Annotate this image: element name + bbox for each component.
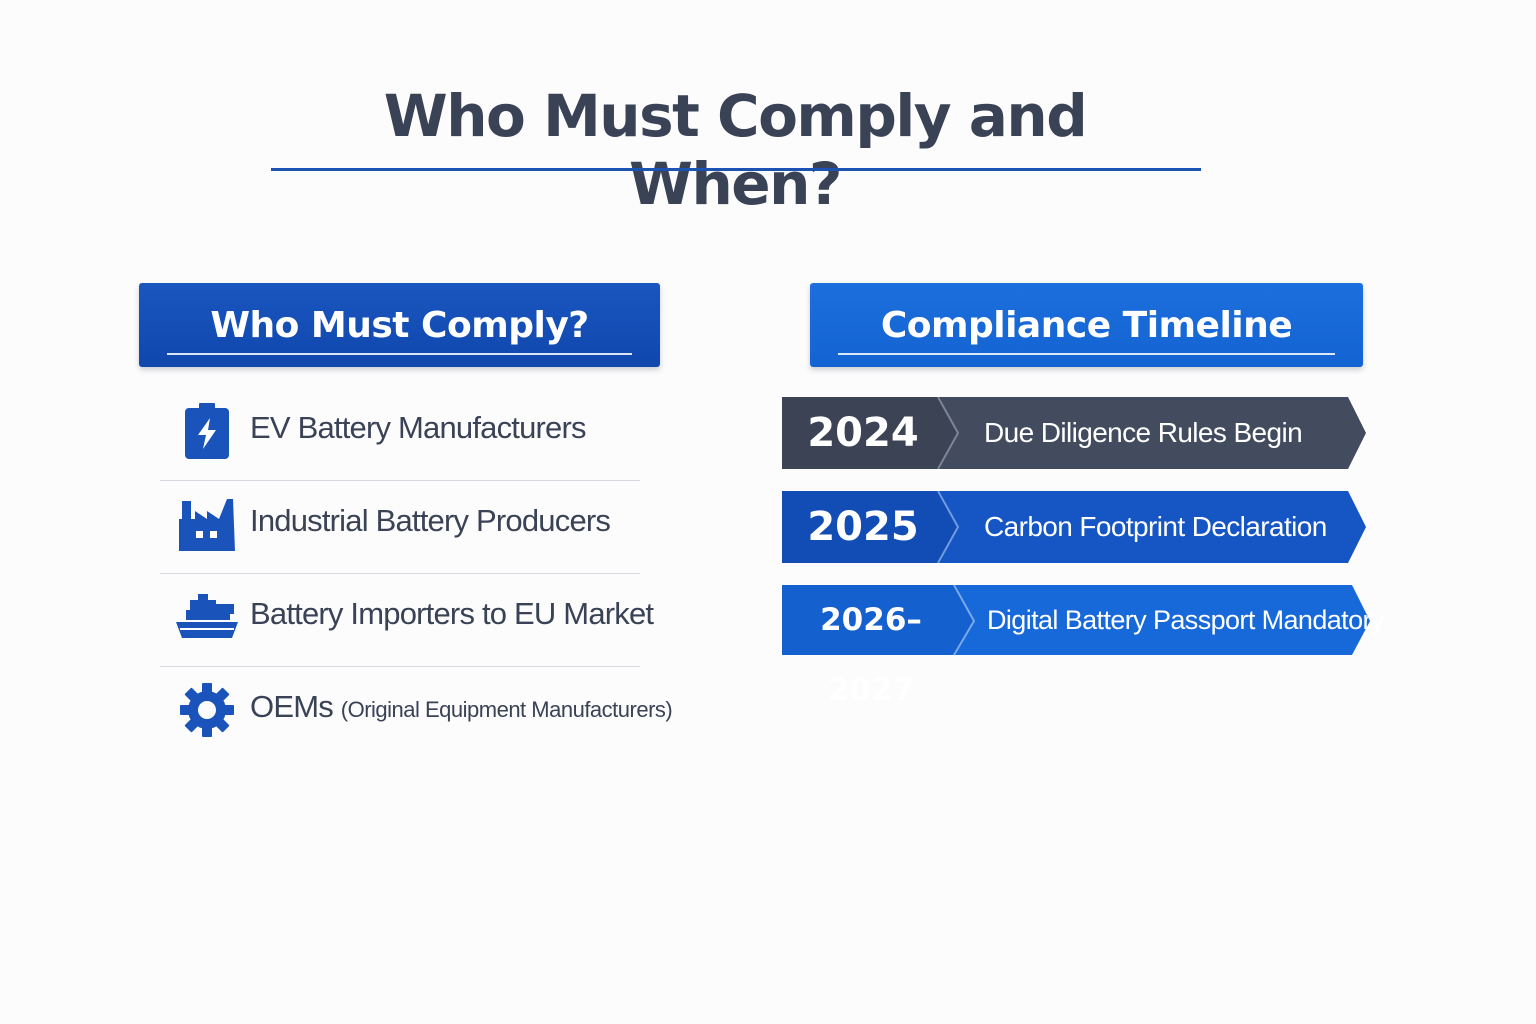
list-item-label: EV Battery Manufacturers (250, 410, 587, 445)
header-underline (838, 353, 1335, 355)
timeline-row: 2024 Due Diligence Rules Begin (782, 397, 1372, 469)
title-underline (271, 168, 1201, 171)
timeline-event: Due Diligence Rules Begin (984, 417, 1303, 448)
timeline-row: 2026–2027 Digital Battery Passport Manda… (782, 585, 1384, 708)
timeline-banner (782, 585, 1370, 656)
gear-icon (174, 677, 240, 743)
timeline-event: Digital Battery Passport Mandatory (987, 605, 1384, 635)
header-underline (167, 353, 632, 355)
list-item: EV Battery Manufacturers (160, 388, 640, 481)
list-item-label: Industrial Battery Producers (250, 503, 611, 538)
list-item-label: OEMs (Original Equipment Manufacturers) (250, 689, 673, 724)
battery-bolt-icon (174, 398, 240, 464)
timeline-year: 2025 (807, 504, 919, 550)
who-must-comply-header-text: Who Must Comply? (210, 305, 589, 346)
comply-list: EV Battery Manufacturers Industrial Batt… (160, 388, 673, 760)
list-item: Industrial Battery Producers (160, 481, 640, 574)
page-title: Who Must Comply and When? (383, 82, 1088, 218)
who-must-comply-header: Who Must Comply? (139, 283, 660, 367)
timeline-year: 2024 (807, 410, 919, 456)
list-item: OEMs (Original Equipment Manufacturers) (160, 667, 673, 760)
timeline-event: Carbon Footprint Declaration (984, 511, 1327, 542)
timeline-banner (782, 491, 1366, 563)
compliance-timeline-header-text: Compliance Timeline (880, 305, 1293, 346)
timeline-banner (782, 397, 1366, 469)
timeline-row: 2025 Carbon Footprint Declaration (782, 491, 1372, 563)
timeline-year: 2026–2027 (820, 602, 922, 708)
list-item-label: Battery Importers to EU Market (250, 596, 654, 631)
compliance-timeline: 2024 Due Diligence Rules Begin 2025 Carb… (782, 397, 1384, 708)
factory-icon (174, 491, 240, 557)
list-item: Battery Importers to EU Market (160, 574, 654, 667)
compliance-timeline-header: Compliance Timeline (810, 283, 1363, 367)
cargo-ship-icon (174, 584, 240, 650)
